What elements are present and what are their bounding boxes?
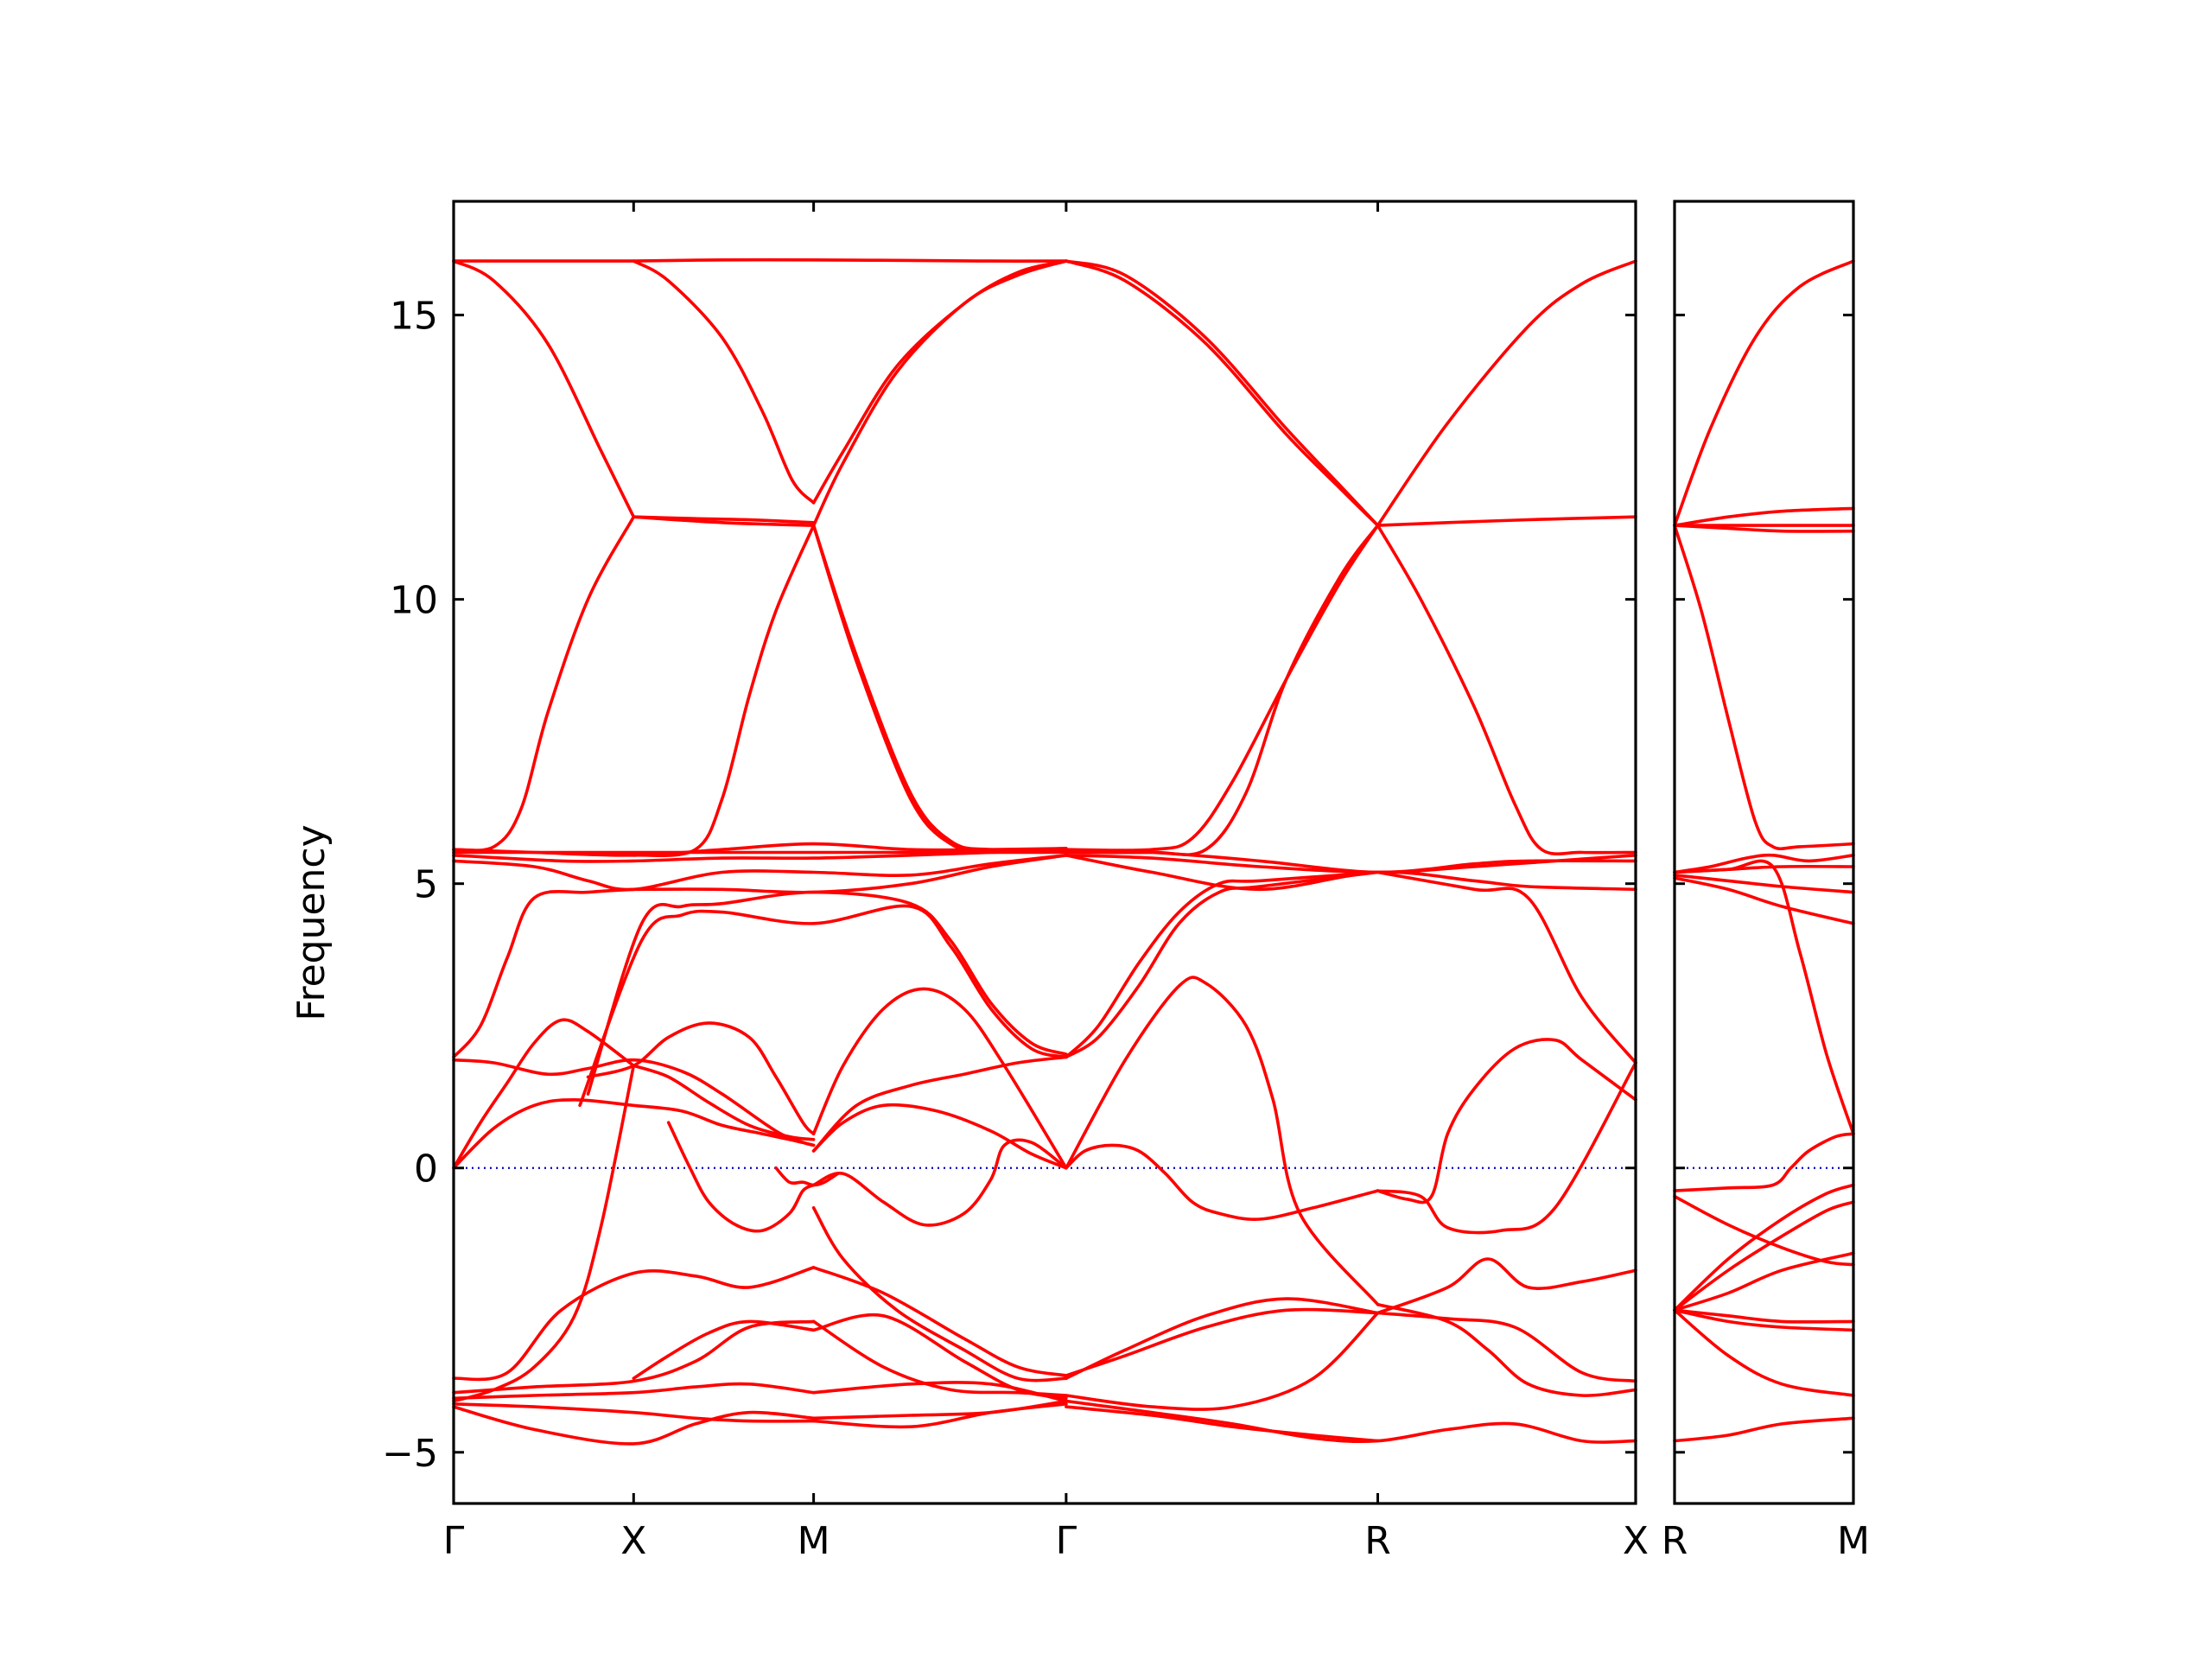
band-line-1-9: [1673, 859, 1855, 1135]
band-line-0-35: [586, 1021, 816, 1135]
band-line-0-54: [811, 1319, 1068, 1397]
band-line-0-58: [811, 1399, 1068, 1421]
band-line-0-4: [811, 259, 1068, 505]
band-line-0-38: [1376, 1302, 1637, 1397]
band-line-0-61: [632, 1319, 816, 1380]
band-line-0-43: [666, 1121, 816, 1233]
band-line-0-18: [1376, 524, 1637, 855]
band-line-0-44: [811, 1138, 1068, 1227]
plot-frame: [452, 200, 1637, 1505]
kpoint-label: Γ: [443, 1519, 465, 1563]
band-line-1-12: [1673, 1200, 1855, 1313]
band-line-0-45: [774, 1166, 840, 1187]
band-line-0-16: [1065, 524, 1380, 856]
band-line-0-57: [452, 1405, 816, 1446]
kpoint-label: X: [1623, 1519, 1649, 1563]
band-line-1-3: [1673, 524, 1855, 533]
band-line-0-26: [632, 854, 1068, 894]
plot-frame: [1673, 200, 1855, 1505]
band-line-0-34: [632, 1064, 816, 1141]
band-line-0-29: [586, 890, 1068, 1096]
band-line-0-21: [452, 849, 1068, 863]
band-line-0-31: [1065, 870, 1380, 1059]
y-tick-label: 5: [414, 863, 438, 907]
y-tick-label: 10: [390, 579, 438, 623]
band-line-0-42: [811, 1103, 1068, 1170]
band-line-0-64: [1065, 1297, 1380, 1380]
band-line-0-63: [1065, 1307, 1380, 1377]
band-line-0-11: [632, 515, 816, 527]
band-line-0-37: [1065, 976, 1380, 1306]
band-line-0-14: [811, 524, 1068, 853]
band-line-0-59: [452, 1402, 816, 1423]
band-line-1-16: [1673, 1308, 1855, 1332]
band-line-0-33: [452, 1018, 636, 1170]
band-line-1-4: [1673, 524, 1855, 851]
band-line-1-1: [1673, 506, 1855, 527]
band-line-0-40: [811, 1055, 1068, 1153]
kpoint-label: Γ: [1056, 1519, 1077, 1563]
band-line-0-13: [811, 524, 1068, 852]
band-line-0-69: [1065, 1405, 1380, 1443]
band-line-0-49: [452, 1064, 636, 1403]
band-line-0-66: [1065, 1311, 1380, 1411]
band-line-0-25: [452, 887, 636, 1059]
band-line-0-46: [1065, 1143, 1380, 1221]
band-line-0-52: [811, 1206, 1068, 1382]
band-line-1-13: [1673, 1183, 1855, 1313]
band-line-0-67: [1376, 1257, 1637, 1315]
y-axis-title: Frequency: [289, 824, 334, 1020]
band-line-1-17: [1673, 1308, 1855, 1397]
band-line-0-62: [811, 1313, 1068, 1401]
band-line-1-14: [1673, 1251, 1855, 1313]
band-line-1-18: [1673, 1416, 1855, 1443]
band-line-0-2: [811, 258, 1068, 263]
band-line-0-28: [578, 904, 1068, 1108]
band-line-1-10: [1673, 1132, 1855, 1192]
band-line-0-5: [811, 259, 1068, 527]
band-line-1-7: [1673, 874, 1855, 894]
y-tick-label: −5: [382, 1432, 438, 1476]
band-line-0-48: [1376, 1038, 1637, 1205]
band-line-0-50: [452, 1266, 816, 1382]
band-line-0-12: [632, 524, 816, 858]
band-line-0-30: [1065, 870, 1380, 1059]
band-line-1-8: [1673, 876, 1855, 925]
band-line-0-1: [452, 257, 816, 263]
band-line-0-8: [1376, 259, 1637, 527]
kpoint-label: M: [798, 1519, 830, 1563]
band-line-0-36: [811, 987, 1068, 1170]
band-line-0-60: [811, 1402, 1068, 1429]
band-line-0-51: [811, 1266, 1068, 1377]
band-line-0-0: [452, 259, 636, 518]
kpoint-label: R: [1364, 1519, 1391, 1563]
band-line-0-47: [1376, 1061, 1637, 1235]
band-line-0-53: [452, 1319, 816, 1395]
band-line-0-32: [1376, 870, 1637, 1065]
y-axis-label: Frequency: [289, 824, 334, 1020]
band-line-0-17: [1376, 515, 1637, 527]
band-line-0-15: [1065, 524, 1380, 852]
kpoint-label: X: [620, 1519, 646, 1563]
band-line-0-7: [1065, 259, 1380, 527]
band-line-1-15: [1673, 1308, 1855, 1324]
kpoint-label: R: [1662, 1519, 1688, 1563]
band-line-1-0: [1673, 259, 1855, 527]
band-line-0-65: [1376, 1311, 1637, 1383]
band-line-1-5: [1673, 853, 1855, 874]
band-line-0-6: [1065, 259, 1380, 527]
y-tick-label: 15: [390, 295, 438, 339]
band-line-0-55: [452, 1382, 816, 1401]
main-panel: −5 0 5 10 15 Γ X M Γ R X: [382, 200, 1649, 1563]
band-line-0-24: [452, 854, 1068, 892]
band-line-1-11: [1673, 1194, 1855, 1267]
band-line-0-9: [452, 515, 636, 853]
band-line-0-3: [632, 259, 816, 505]
kpoint-label: M: [1837, 1519, 1870, 1563]
band-line-0-41: [452, 1098, 816, 1170]
band-line-0-20: [452, 842, 1068, 857]
y-tick-label: 0: [414, 1147, 438, 1192]
